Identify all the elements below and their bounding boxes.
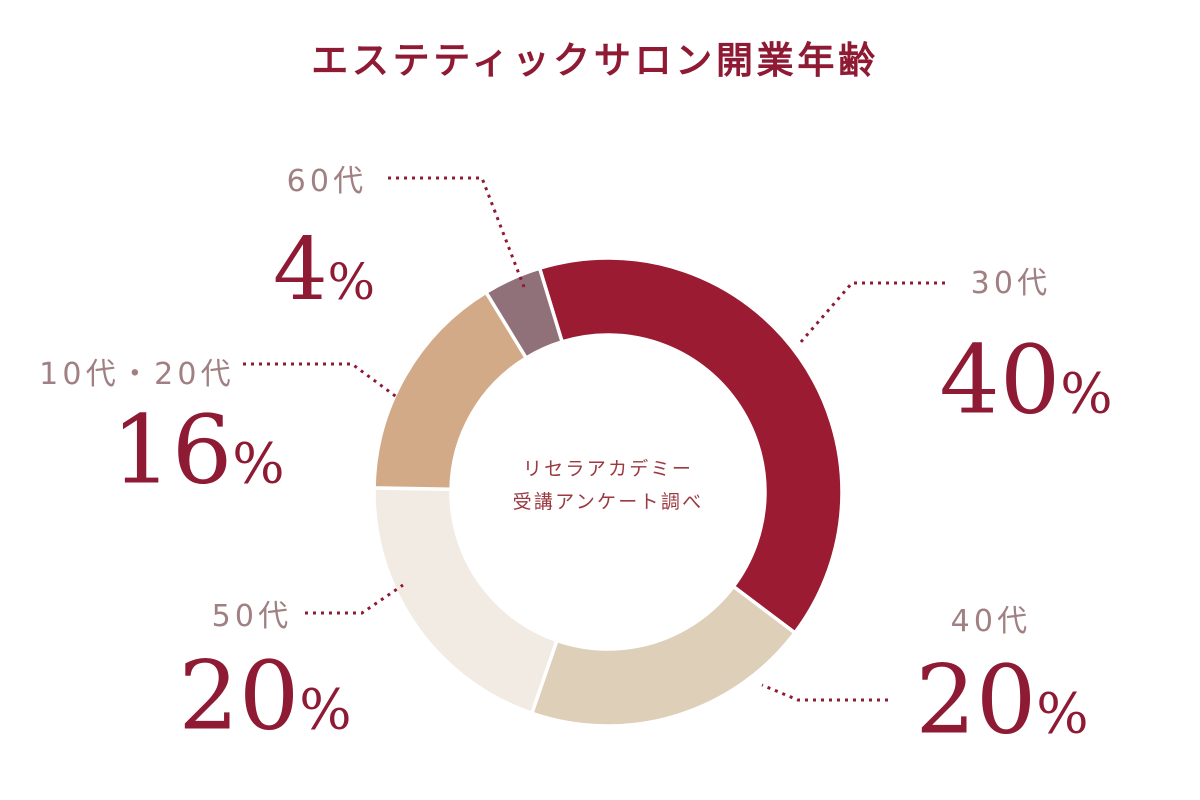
value-label-10s-20s: 16% — [111, 403, 285, 499]
value-number-30s: 40 — [939, 325, 1061, 436]
chart-center-annotation: リセラアカデミー 受講アンケート調べ — [513, 453, 704, 519]
center-annotation-line1: リセラアカデミー — [522, 458, 694, 480]
chart-title: エステティックサロン開業年齢 — [311, 38, 879, 82]
donut-segments — [372, 256, 844, 728]
donut-segment-50代 — [372, 486, 560, 716]
donut-segment-30代 — [537, 256, 844, 636]
donut-segment-40代 — [529, 584, 798, 728]
value-number-50s: 20 — [178, 641, 300, 752]
value-label-40s: 20% — [915, 653, 1089, 749]
value-unit-50s: % — [299, 677, 352, 742]
value-label-60s: 4% — [273, 227, 375, 313]
value-number-60s: 4 — [272, 220, 328, 320]
value-unit-30s: % — [1060, 361, 1113, 426]
value-label-30s: 40% — [939, 333, 1113, 429]
value-unit-60s: % — [327, 253, 376, 311]
donut-segment-60代 — [483, 266, 565, 361]
leader-line-60s — [388, 176, 526, 288]
value-number-10s-20s: 16 — [111, 395, 233, 506]
leader-line-50s — [305, 583, 404, 615]
value-unit-40s: % — [1036, 681, 1089, 746]
leader-lines — [243, 176, 945, 702]
center-annotation-line2: 受講アンケート調べ — [512, 491, 704, 513]
category-label-60s: 60代 — [286, 164, 368, 199]
leader-line-1020s — [243, 362, 399, 400]
leader-line-30s — [798, 281, 945, 344]
category-label-40s: 40代 — [950, 604, 1032, 639]
value-number-40s: 20 — [915, 645, 1037, 756]
category-label-30s: 30代 — [970, 266, 1052, 301]
value-label-50s: 20% — [178, 649, 352, 745]
leader-line-40s — [761, 683, 888, 702]
category-label-50s: 50代 — [211, 599, 293, 634]
category-label-10s-20s: 10代・20代 — [39, 357, 235, 392]
value-unit-10s-20s: % — [232, 431, 285, 496]
